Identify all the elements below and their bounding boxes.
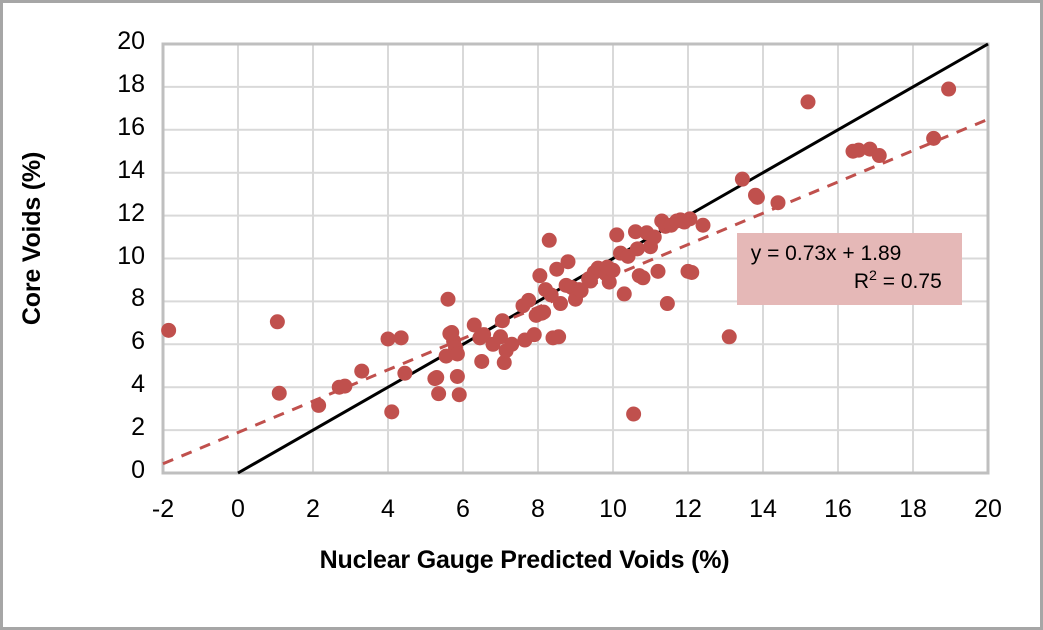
data-point [494,313,510,329]
x-axis-tick-label: 12 [674,495,702,523]
data-point [354,363,370,379]
data-point [616,286,632,302]
x-axis-tick-label: 8 [531,495,545,523]
y-axis-tick-label: 6 [131,327,145,356]
data-point [871,148,887,164]
data-point [851,142,867,158]
data-point [628,224,643,240]
y-axis-title: Core Voids (%) [18,151,47,325]
x-axis-tick-label: 6 [456,495,470,523]
data-point [474,353,490,369]
y-axis-tick-label: 16 [117,112,145,141]
data-point [384,404,400,420]
x-axis-tick-label: 20 [974,495,1002,523]
data-point [573,283,589,299]
data-point [532,268,548,284]
scatter-plot-canvas [161,42,990,475]
x-axis-title: Nuclear Gauge Predicted Voids (%) [319,546,730,574]
data-point [601,274,617,290]
data-point [800,94,816,110]
data-point [605,262,621,278]
data-point [749,189,765,205]
data-point [536,304,552,320]
data-point [504,336,520,352]
data-point [551,329,567,345]
x-axis-tick-label: 4 [381,495,395,523]
y-axis-tick-label: 2 [131,413,145,442]
data-point [549,261,565,277]
trendline-equation-text: y = 0.73x + 1.89 [750,241,902,265]
data-point [440,291,456,307]
data-point [553,296,568,312]
y-axis-tick-label: 0 [131,456,145,484]
data-point [493,329,508,345]
data-point [770,195,786,211]
data-point [337,378,353,394]
data-point [541,232,557,248]
data-point [311,397,327,413]
data-point [449,346,465,362]
data-point [269,314,285,330]
data-point [926,130,942,146]
line-of-equality [237,42,989,475]
data-point [629,241,645,257]
x-axis-tick-label: 0 [231,495,245,523]
y-axis-title-wrapper: Core Voids (%) [3,3,63,473]
data-point [397,365,413,381]
data-point [161,322,177,338]
y-axis-tick-label: 12 [117,198,145,227]
r-squared-exponent: 2 [869,268,877,285]
data-point [380,331,396,347]
plot-area-border [161,42,990,475]
r-squared-prefix: R [853,270,869,294]
y-axis-tick-label: 10 [117,241,145,270]
data-point [626,406,642,422]
data-point [449,368,465,384]
r-squared-value: = 0.75 [876,270,942,294]
data-point [609,227,625,243]
data-point [560,254,576,270]
y-axis-tick-label: 4 [131,370,145,399]
data-point [650,263,666,279]
data-point [451,387,467,403]
data-point [721,329,737,345]
data-point [496,355,512,371]
y-axis-tick-label: 18 [117,69,145,98]
data-point [734,171,750,187]
x-axis-tick-label: -2 [151,495,175,523]
data-points-group [161,81,957,422]
data-point [466,317,482,333]
x-axis-tick-label: 14 [749,495,777,523]
y-axis-tick-label: 14 [117,155,145,184]
x-axis-tick-label: 10 [599,495,627,523]
data-point [393,330,409,346]
data-point [521,292,537,308]
data-point [646,229,662,245]
data-point [476,327,492,343]
data-point [271,385,287,401]
trendline-equation-box: y = 0.73x + 1.89 R2 = 0.75 [736,232,962,306]
data-point [659,296,675,312]
x-axis-tick-label: 16 [824,495,852,523]
x-axis-tick-label: 2 [306,495,320,523]
y-axis-tick-label: 8 [131,284,145,313]
x-axis-tick-label: 18 [899,495,927,523]
y-axis-tick-label: 20 [117,27,145,55]
data-point [526,327,542,343]
data-point [682,211,698,227]
data-point [429,370,445,386]
r-squared-text: R2 = 0.75 [751,267,948,296]
data-point [635,270,651,286]
data-point [695,217,711,233]
data-point [941,81,957,97]
data-point [431,386,447,402]
data-point [684,264,700,280]
